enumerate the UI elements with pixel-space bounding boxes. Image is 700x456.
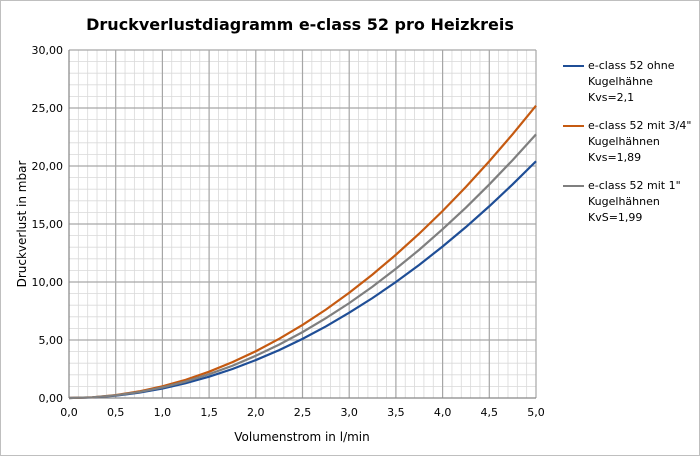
x-tick-label: 1,0 [154, 406, 172, 419]
x-tick-label: 0,0 [60, 406, 78, 419]
x-tick-label: 2,0 [247, 406, 265, 419]
legend-entry: e-class 52 mit 3/4" Kugelhähnen Kvs=1,89 [563, 118, 695, 166]
y-tick-label: 30,00 [32, 44, 64, 57]
x-tick-label: 3,0 [340, 406, 358, 419]
legend-swatch [563, 185, 584, 187]
x-tick-label: 2,5 [294, 406, 312, 419]
legend-swatch [563, 65, 584, 67]
y-axis-label: Druckverlust in mbar [15, 161, 29, 288]
y-tick-label: 10,00 [32, 276, 64, 289]
y-tick-label: 0,00 [39, 392, 64, 405]
legend: e-class 52 ohne Kugelhähne Kvs=2,1 e-clas… [563, 58, 695, 238]
y-tick-label: 15,00 [32, 218, 64, 231]
legend-label: e-class 52 mit 1" Kugelhähnen KvS=1,99 [588, 179, 681, 224]
grid: 0,0 0,5 1,0 1,5 2,0 2,5 3,0 3,5 4,0 4,5 5,0 0,00 5,0… [32, 44, 545, 419]
legend-label: e-class 52 mit 3/4" Kugelhähnen Kvs=1,89 [588, 119, 692, 164]
x-tick-label: 0,5 [107, 406, 125, 419]
y-tick-label: 20,00 [32, 160, 64, 173]
x-tick-label: 3,5 [387, 406, 405, 419]
x-tick-label: 5,0 [527, 406, 545, 419]
y-tick-label: 5,00 [39, 334, 64, 347]
legend-label: e-class 52 ohne Kugelhähne Kvs=2,1 [588, 59, 675, 104]
chart-title: Druckverlustdiagramm e-class 52 pro Heiz… [86, 15, 514, 34]
x-axis-label: Volumenstrom in l/min [234, 430, 369, 444]
x-tick-label: 1,5 [200, 406, 218, 419]
x-tick-label: 4,5 [481, 406, 499, 419]
legend-entry: e-class 52 mit 1" Kugelhähnen KvS=1,99 [563, 178, 695, 226]
x-tick-label: 4,0 [434, 406, 452, 419]
plot-lines [68, 104, 537, 400]
legend-entry: e-class 52 ohne Kugelhähne Kvs=2,1 [563, 58, 695, 106]
legend-swatch [563, 125, 584, 127]
y-tick-label: 25,00 [32, 102, 64, 115]
series-line [68, 133, 537, 400]
